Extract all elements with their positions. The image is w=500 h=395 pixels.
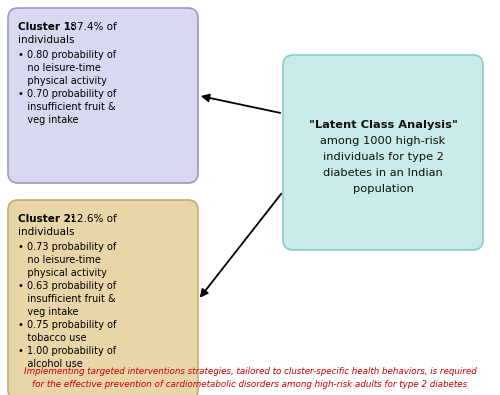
Text: veg intake: veg intake <box>18 115 78 125</box>
FancyBboxPatch shape <box>283 55 483 250</box>
Text: among 1000 high-risk: among 1000 high-risk <box>320 137 446 147</box>
Text: Cluster 1:: Cluster 1: <box>18 22 75 32</box>
Text: individuals for type 2: individuals for type 2 <box>322 152 444 162</box>
Text: veg intake: veg intake <box>18 307 78 317</box>
Text: Implementing targeted interventions strategies, tailored to cluster-specific hea: Implementing targeted interventions stra… <box>24 367 476 376</box>
Text: 12.6% of: 12.6% of <box>67 214 117 224</box>
Text: tobacco use: tobacco use <box>18 333 86 343</box>
Text: • 0.63 probability of: • 0.63 probability of <box>18 281 116 291</box>
Text: • 0.70 probability of: • 0.70 probability of <box>18 89 116 99</box>
Text: individuals: individuals <box>18 35 74 45</box>
Text: insufficient fruit &: insufficient fruit & <box>18 294 116 304</box>
Text: no leisure-time: no leisure-time <box>18 63 101 73</box>
Text: physical activity: physical activity <box>18 268 107 278</box>
Text: insufficient fruit &: insufficient fruit & <box>18 102 116 112</box>
Text: alcohol use: alcohol use <box>18 359 83 369</box>
Text: • 1.00 probability of: • 1.00 probability of <box>18 346 116 356</box>
Text: 87.4% of: 87.4% of <box>67 22 117 32</box>
Text: population: population <box>352 184 414 194</box>
FancyBboxPatch shape <box>8 200 198 395</box>
Text: • 0.73 probability of: • 0.73 probability of <box>18 242 116 252</box>
Text: diabetes in an Indian: diabetes in an Indian <box>323 169 443 179</box>
Text: Cluster 2:: Cluster 2: <box>18 214 75 224</box>
Text: • 0.80 probability of: • 0.80 probability of <box>18 50 116 60</box>
Text: no leisure-time: no leisure-time <box>18 255 101 265</box>
Text: for the effective prevention of cardiometabolic disorders among high-risk adults: for the effective prevention of cardiome… <box>32 380 468 389</box>
FancyBboxPatch shape <box>8 8 198 183</box>
Text: "Latent Class Analysis": "Latent Class Analysis" <box>308 120 458 130</box>
Text: physical activity: physical activity <box>18 76 107 86</box>
Text: individuals: individuals <box>18 227 74 237</box>
Text: • 0.75 probability of: • 0.75 probability of <box>18 320 116 330</box>
